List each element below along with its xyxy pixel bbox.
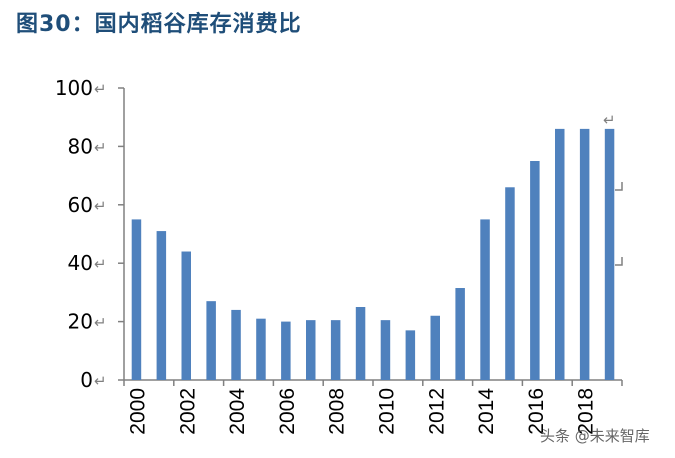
bar-2005 (256, 318, 266, 380)
y-tick-label: 80 (68, 134, 93, 158)
x-tick-label: 2012 (425, 388, 448, 435)
x-tick-label: 2002 (176, 388, 199, 435)
x-tick-label: 2010 (375, 388, 398, 435)
watermark: 头条 @未来智库 (540, 427, 650, 445)
y-tick-label: 0 (80, 368, 93, 392)
x-tick-label: 2018 (575, 388, 598, 435)
bar-2016 (530, 161, 540, 380)
y-tick-label: 60 (68, 193, 93, 217)
bar-2008 (330, 320, 341, 380)
bar-2000 (131, 219, 142, 380)
bar-2002 (181, 251, 191, 380)
bar-2015 (505, 187, 515, 380)
chart-title: 图30：国内稻谷库存消费比 (16, 12, 302, 37)
y-tick-label: 100 (55, 76, 93, 100)
x-tick-label: 2014 (475, 388, 498, 435)
return-mark-icon: ↵ (94, 80, 107, 98)
return-mark-icon: ↵ (94, 138, 107, 156)
bar-2017 (555, 128, 565, 380)
bar-2007 (306, 320, 316, 380)
return-mark-icon: ↵ (94, 372, 107, 390)
x-tick-label: 2000 (126, 388, 149, 435)
bar-2011 (405, 330, 416, 380)
bar-2010 (380, 320, 391, 380)
x-tick-label: 2006 (276, 388, 299, 435)
bar-2009 (355, 307, 366, 380)
x-tick-label: 2008 (326, 388, 349, 435)
bar-2019 (604, 128, 615, 380)
bar-2012 (430, 315, 440, 380)
return-mark-icon: ↵ (94, 255, 107, 273)
stray-mark (615, 257, 623, 266)
x-tick-label: 2004 (226, 388, 249, 435)
x-tick-label: 2016 (525, 388, 548, 435)
stray-mark (615, 182, 623, 191)
bar-2001 (156, 231, 167, 380)
return-mark-icon: ↵ (94, 314, 107, 332)
return-mark-icon: ↵ (603, 111, 616, 129)
return-mark-icon: ↵ (94, 197, 107, 215)
y-tick-label: 40 (68, 251, 93, 275)
bar-2013 (455, 288, 465, 380)
bar-2004 (231, 309, 241, 380)
bar-2003 (206, 301, 216, 380)
y-tick-label: 20 (68, 310, 93, 334)
bar-2014 (480, 219, 490, 380)
bar-2018 (579, 128, 590, 380)
bar-2006 (281, 321, 291, 380)
